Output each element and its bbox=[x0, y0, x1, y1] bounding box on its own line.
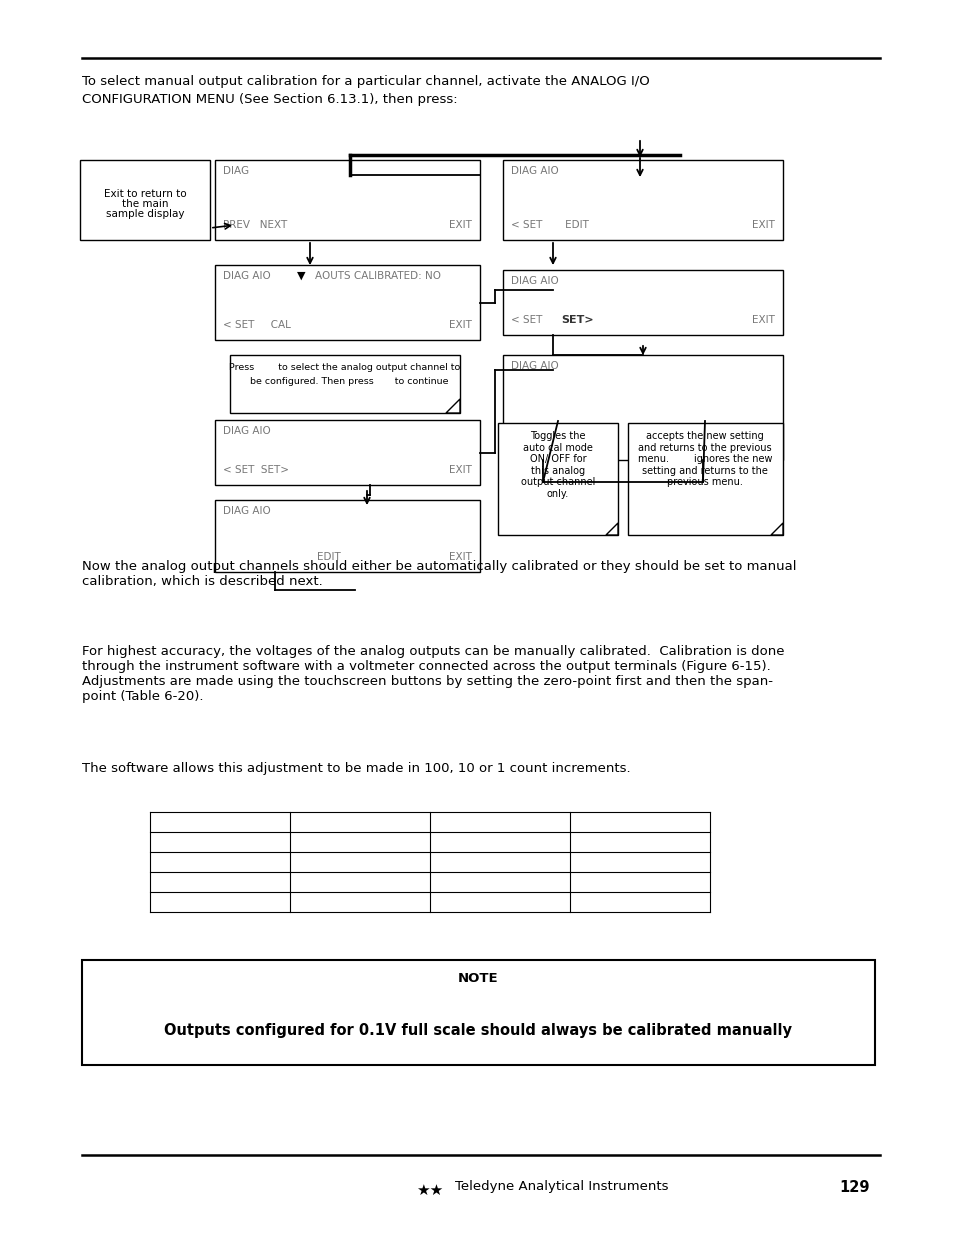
Text: Toggles the
auto cal mode
ON/ OFF for
this analog
output channel
only.: Toggles the auto cal mode ON/ OFF for th… bbox=[520, 431, 595, 499]
Text: Teledyne Analytical Instruments: Teledyne Analytical Instruments bbox=[455, 1179, 668, 1193]
Polygon shape bbox=[446, 399, 459, 412]
Text: For highest accuracy, the voltages of the analog outputs can be manually calibra: For highest accuracy, the voltages of th… bbox=[82, 645, 783, 703]
Text: 129: 129 bbox=[839, 1179, 869, 1195]
Text: DIAG AIO: DIAG AIO bbox=[511, 361, 558, 370]
Text: ▼: ▼ bbox=[296, 270, 305, 282]
Bar bbox=[502, 161, 782, 240]
Text: DIAG AIO: DIAG AIO bbox=[223, 426, 271, 436]
Bar bbox=[502, 270, 782, 335]
Text: < SET  SET>: < SET SET> bbox=[223, 466, 289, 475]
Text: sample display: sample display bbox=[106, 209, 184, 219]
Text: Exit to return to: Exit to return to bbox=[104, 189, 186, 199]
Text: PREV   NEXT: PREV NEXT bbox=[223, 220, 287, 230]
Polygon shape bbox=[770, 522, 782, 535]
Bar bbox=[497, 424, 618, 535]
Bar bbox=[80, 161, 210, 240]
Text: Now the analog output channels should either be automatically calibrated or they: Now the analog output channels should ei… bbox=[82, 559, 796, 588]
Text: EXIT: EXIT bbox=[449, 552, 472, 562]
Text: be configured. Then press       to continue: be configured. Then press to continue bbox=[241, 377, 448, 387]
Text: AOUTS CALIBRATED: NO: AOUTS CALIBRATED: NO bbox=[314, 270, 440, 282]
Bar bbox=[627, 424, 782, 535]
Text: CONFIGURATION MENU (See Section 6.13.1), then press:: CONFIGURATION MENU (See Section 6.13.1),… bbox=[82, 93, 457, 106]
Polygon shape bbox=[605, 522, 618, 535]
Text: < SET: < SET bbox=[511, 315, 548, 325]
Text: NOTE: NOTE bbox=[457, 972, 497, 986]
Text: DIAG AIO: DIAG AIO bbox=[223, 506, 271, 516]
Text: EXIT: EXIT bbox=[449, 466, 472, 475]
Text: EXIT: EXIT bbox=[751, 315, 774, 325]
Bar bbox=[230, 354, 459, 412]
Text: DIAG: DIAG bbox=[223, 165, 249, 177]
Text: < SET       EDIT: < SET EDIT bbox=[511, 220, 588, 230]
Text: ★★: ★★ bbox=[416, 1183, 443, 1198]
Text: < SET     CAL: < SET CAL bbox=[223, 320, 291, 330]
Text: To select manual output calibration for a particular channel, activate the ANALO: To select manual output calibration for … bbox=[82, 75, 649, 88]
Text: EXIT: EXIT bbox=[449, 220, 472, 230]
Bar bbox=[502, 354, 782, 459]
Text: Press        to select the analog output channel to: Press to select the analog output channe… bbox=[229, 363, 460, 372]
Text: The software allows this adjustment to be made in 100, 10 or 1 count increments.: The software allows this adjustment to b… bbox=[82, 762, 630, 776]
Bar bbox=[214, 266, 479, 340]
Bar bbox=[214, 420, 479, 485]
Bar bbox=[82, 960, 874, 1065]
Text: DIAG AIO: DIAG AIO bbox=[511, 275, 558, 287]
Bar bbox=[214, 161, 479, 240]
Text: DIAG AIO: DIAG AIO bbox=[223, 270, 271, 282]
Text: SET>: SET> bbox=[560, 315, 593, 325]
Text: accepts the new setting
and returns to the previous
menu.        ignores the new: accepts the new setting and returns to t… bbox=[638, 431, 771, 488]
Text: Outputs configured for 0.1V full scale should always be calibrated manually: Outputs configured for 0.1V full scale s… bbox=[164, 1023, 791, 1037]
Bar bbox=[214, 500, 479, 572]
Text: EXIT: EXIT bbox=[751, 220, 774, 230]
Text: DIAG AIO: DIAG AIO bbox=[511, 165, 558, 177]
Text: the main: the main bbox=[122, 199, 168, 209]
Text: EDIT: EDIT bbox=[316, 552, 340, 562]
Text: EXIT: EXIT bbox=[449, 320, 472, 330]
